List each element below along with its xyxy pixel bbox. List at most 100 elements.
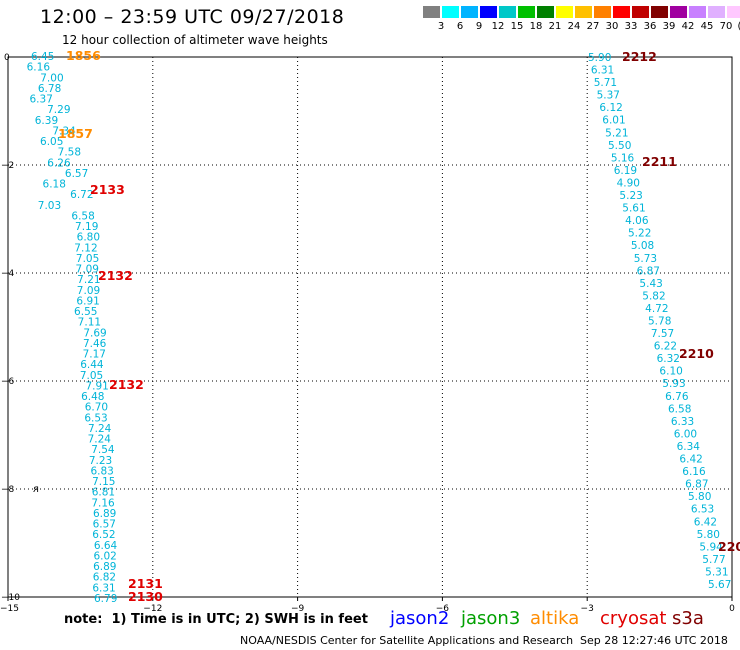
wave-height-value: 7.34 [52,125,76,137]
legend-label: 30 [605,21,619,32]
legend-color-bar [422,5,740,19]
legend-swatch [422,5,441,19]
sat-label-altika: altika [530,608,580,629]
wave-height-value: 5.77 [702,554,725,566]
wave-height-value: 7.19 [75,221,98,233]
legend-swatch [517,5,536,19]
wave-height-value: 6.79 [94,593,117,605]
wave-height-value: 6.05 [40,136,63,148]
wave-height-value: 6.31 [92,582,115,594]
wave-height-value: 6.37 [30,94,53,106]
wave-height-value: 7.46 [83,338,107,350]
lon-label: −9 [291,604,305,614]
legend-label: 45 [700,21,714,32]
wave-height-value: 6.42 [679,454,702,466]
wave-height-value: 7.23 [89,455,112,467]
footer-note: note: 1) Time is in UTC; 2) SWH is in fe… [64,612,368,627]
wave-height-value: 4.72 [645,303,668,315]
wave-height-value: 6.52 [92,529,115,541]
wave-height-value: 6.34 [677,441,701,453]
wave-height-value: 7.69 [83,327,106,339]
wave-height-value: 5.94 [699,541,723,553]
wave-height-value: 6.57 [93,519,116,531]
legend-swatch [479,5,498,19]
lon-label: −3 [581,604,594,614]
legend-swatch [612,5,631,19]
legend-swatch [555,5,574,19]
legend-swatch [669,5,688,19]
wave-height-value: 5.80 [697,529,720,541]
wave-height-value: 7.05 [76,253,99,265]
wave-height-value: 5.31 [705,566,728,578]
lat-label: −2 [1,161,14,171]
wave-height-value: 7.21 [77,274,100,286]
legend-label: 33 [624,21,638,32]
lat-label: −4 [1,269,15,279]
legend-label: 18 [529,21,543,32]
lon-label: 0 [729,604,735,614]
legend-swatch [707,5,726,19]
island-marker: ᴙ [33,484,39,495]
wave-height-value: 7.24 [88,423,112,435]
wave-height-value: 7.24 [88,434,112,446]
wave-height-value: 5.80 [688,491,711,503]
legend-swatch [688,5,707,19]
legend-swatch [726,5,740,19]
time-label-s3a: 2212 [622,49,657,64]
legend-swatch [650,5,669,19]
wave-height-value: 6.45 [31,51,54,63]
wave-height-value: 7.11 [78,317,101,329]
wave-height-value: 5.93 [662,378,685,390]
wave-height-value: 5.22 [628,228,651,240]
wave-height-value: 6.89 [93,561,116,573]
track-west: 6.456.167.006.786.377.296.397.346.057.58… [27,51,118,605]
lon-label: −12 [143,604,162,614]
wave-height-value: 6.22 [654,341,677,353]
time-label-cryosat: 2132 [98,268,133,283]
wave-height-value: 4.90 [617,177,640,189]
legend-label: 21 [548,21,562,32]
wave-height-value: 6.53 [691,504,714,516]
wave-height-value: 6.39 [35,115,58,127]
legend-label: 70 [719,21,733,32]
wave-height-value: 6.83 [90,465,113,477]
wave-height-value: 6.76 [665,391,689,403]
wave-height-value: 4.06 [625,215,649,227]
map-grid [8,57,732,597]
legend-swatch [593,5,612,19]
credit-line: NOAA/NESDIS Center for Satellite Applica… [240,634,574,647]
time-label-s3a: 2210 [679,346,714,361]
page-title: 12:00 – 23:59 UTC 09/27/2018 [40,6,345,28]
wave-height-value: 7.91 [85,380,108,392]
time-label-cryosat: 2133 [90,182,125,197]
wave-height-value: 6.33 [671,416,694,428]
wave-height-value: 5.67 [708,579,731,591]
wave-height-value: 6.16 [27,62,51,74]
track-east: 5.906.315.715.376.126.015.215.505.166.19… [588,52,731,591]
wave-height-value: 6.87 [685,479,708,491]
wave-height-value: 6.19 [614,165,637,177]
legend-label: 3 [437,21,445,32]
sat-label-s3a: s3a [672,608,704,629]
wave-height-value: 7.57 [651,328,674,340]
legend-label: 6 [456,21,464,32]
lon-label: −15 [0,604,19,614]
wave-height-value: 6.31 [591,65,614,77]
time-label-cryosat: 2131 [128,576,163,591]
wave-height-value: 5.23 [619,190,642,202]
wave-height-value: 5.16 [611,152,635,164]
time-label-cryosat: 2130 [128,589,163,604]
wave-height-value: 6.80 [77,232,100,244]
wave-height-value: 6.55 [74,306,97,318]
lat-label: −6 [1,377,15,387]
wave-height-value: 5.43 [639,278,662,290]
map-frame [7,56,733,598]
wave-height-value: 6.02 [93,550,116,562]
wave-height-value: 5.61 [622,203,645,215]
wave-height-value: 7.17 [83,349,106,361]
wave-height-value: 6.10 [659,366,682,378]
legend-swatch [498,5,517,19]
